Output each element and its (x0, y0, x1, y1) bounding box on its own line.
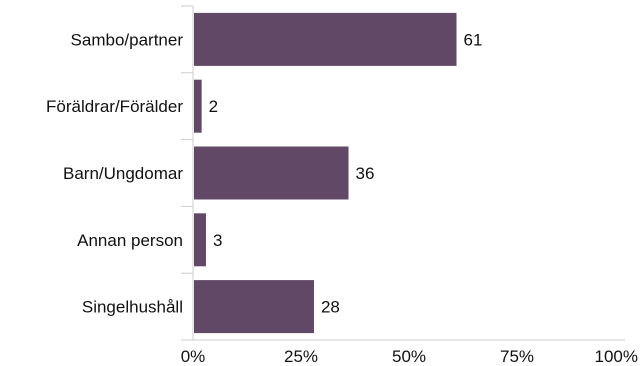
bar-4 (194, 280, 314, 334)
value-label-3: 3 (213, 231, 222, 250)
x-tick-label-3: 75% (500, 347, 534, 366)
category-label-4: Singelhushåll (82, 298, 183, 317)
x-tick-label-4: 100% (595, 347, 638, 366)
value-label-0: 61 (464, 30, 483, 49)
category-label-1: Föräldrar/Förälder (46, 97, 183, 116)
axes-group (181, 5, 625, 341)
value-label-2: 36 (356, 164, 375, 183)
value-label-1: 2 (209, 97, 218, 116)
bars-group (194, 12, 457, 334)
category-label-3: Annan person (77, 231, 183, 250)
bar-1 (194, 79, 202, 133)
category-label-2: Barn/Ungdomar (63, 164, 183, 183)
value-label-4: 28 (321, 298, 340, 317)
labels-group: Sambo/partner 61 Föräldrar/Förälder 2 Barn/U… (46, 30, 638, 366)
x-tick-label-1: 25% (284, 347, 318, 366)
bar-2 (194, 146, 349, 200)
x-tick-label-0: 0% (181, 347, 206, 366)
bar-0 (194, 12, 457, 66)
bar-3 (194, 213, 206, 267)
x-tick-label-2: 50% (392, 347, 426, 366)
category-label-0: Sambo/partner (71, 30, 184, 49)
